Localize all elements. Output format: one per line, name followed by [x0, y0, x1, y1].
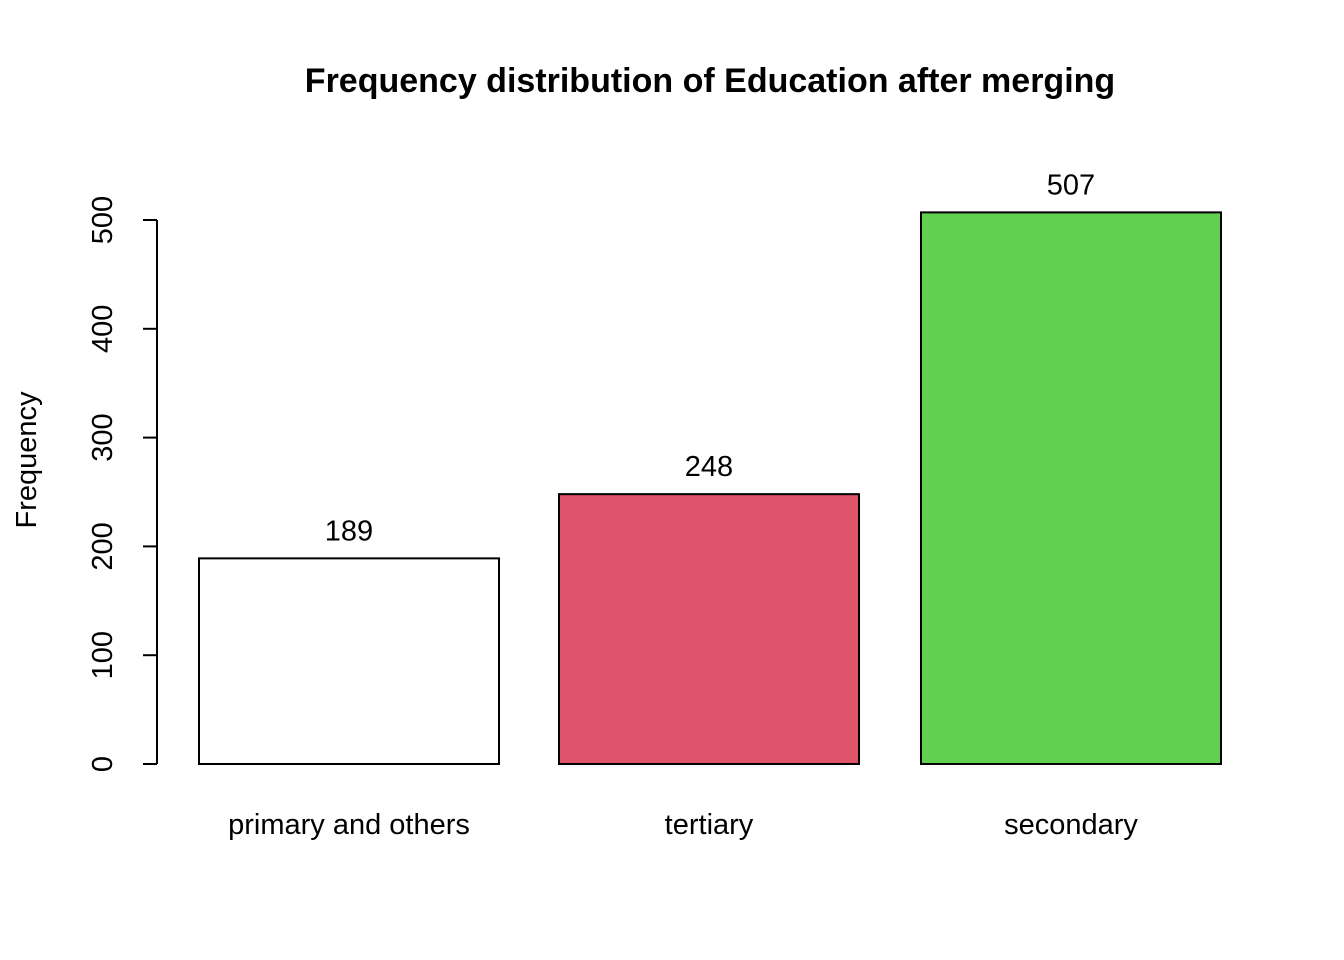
chart-title: Frequency distribution of Education afte… [305, 62, 1115, 100]
bars [198, 211, 1222, 766]
x-tick-label: tertiary [665, 809, 754, 841]
y-tick-label: 400 [87, 305, 119, 353]
x-tick-label: secondary [1004, 809, 1138, 841]
bar-value-label: 189 [325, 515, 373, 547]
bar [920, 211, 1222, 766]
y-tick-label: 0 [87, 756, 119, 772]
bar [198, 557, 500, 765]
y-tick-label: 500 [87, 196, 119, 244]
y-axis-label: Frequency [11, 391, 43, 529]
y-tick-label: 300 [87, 413, 119, 461]
y-tick-label: 100 [87, 631, 119, 679]
x-tick-label: primary and others [228, 809, 470, 841]
y-tick-label: 200 [87, 522, 119, 570]
data-labels: 189 248 507 [325, 169, 1095, 547]
bar-value-label: 248 [685, 451, 733, 483]
x-axis-tick-labels: primary and others tertiary secondary [228, 809, 1138, 841]
bar [558, 493, 860, 765]
y-axis-ticks: 0 100 200 300 400 500 [87, 196, 157, 772]
bar-value-label: 507 [1047, 169, 1095, 201]
